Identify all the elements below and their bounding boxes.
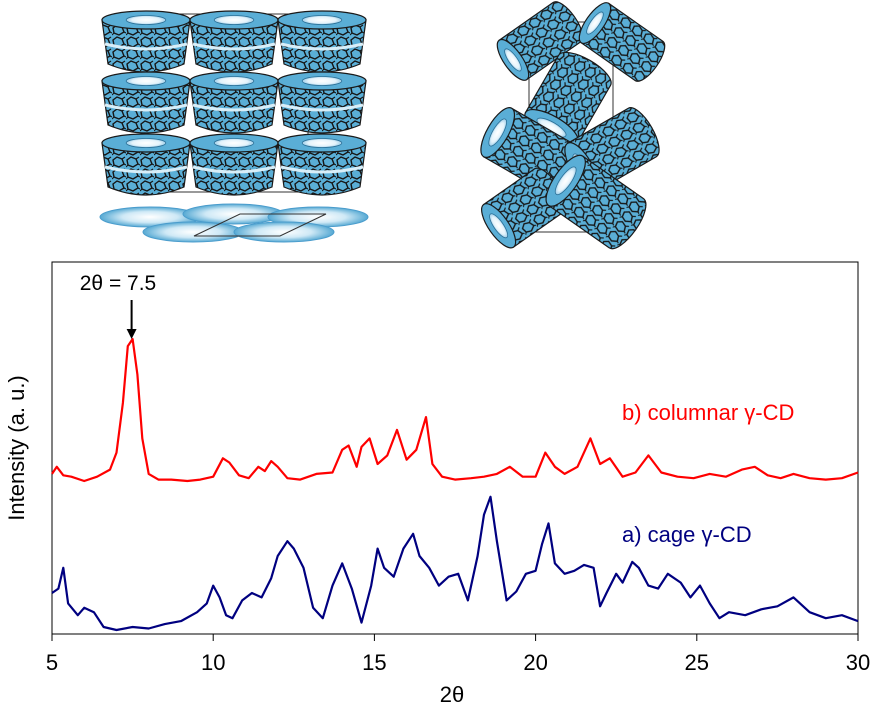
cylinder-cavity <box>489 213 509 239</box>
barrel-cavity <box>125 76 167 86</box>
barrel-body <box>277 142 367 196</box>
cyclodextrin-barrel <box>189 71 279 134</box>
cylinder-cavity <box>488 118 507 147</box>
barrel-body <box>189 80 279 134</box>
peak-annotation-arrow <box>126 300 137 339</box>
x-tick-label: 20 <box>523 650 547 675</box>
barrel-highlight <box>192 103 276 112</box>
barrel-cavity <box>125 15 167 25</box>
barrel-cavity <box>301 76 343 86</box>
x-axis-ticks: 5 10 15 20 25 30 <box>46 634 870 675</box>
barrel-body <box>189 142 279 196</box>
xrd-chart: 5 10 15 20 25 30 Intensity (a. u.) 2θ 2θ = 7.… <box>4 261 870 707</box>
barrel-body <box>101 80 191 134</box>
barrel-body <box>101 142 191 196</box>
x-tick-label: 10 <box>201 650 225 675</box>
series-line-cage <box>51 495 859 632</box>
cylinder-cavity <box>586 11 604 35</box>
barrel-cavity <box>301 15 343 25</box>
cyclodextrin-barrel <box>189 133 279 196</box>
cylinder-cavity <box>554 166 577 196</box>
cylinder-cavity <box>504 48 522 72</box>
barrel-cavity <box>125 138 167 148</box>
x-tick-label: 5 <box>46 650 58 675</box>
barrel-cavity <box>301 138 343 148</box>
cyclodextrin-barrel <box>189 10 279 73</box>
series-label-columnar: b) columnar γ-CD <box>622 400 794 425</box>
barrel-highlight <box>280 103 364 112</box>
barrel-highlight <box>104 103 188 112</box>
peak-annotation-label: 2θ = 7.5 <box>80 272 156 295</box>
barrel-highlight <box>104 165 188 174</box>
barrel-highlight <box>280 42 364 51</box>
y-axis-label: Intensity (a. u.) <box>4 375 29 521</box>
cyclodextrin-barrel <box>277 10 367 73</box>
series-label-cage: a) cage γ-CD <box>622 522 752 547</box>
cyclodextrin-barrel <box>277 71 367 134</box>
cyclodextrin-tilted-top-right <box>578 2 666 82</box>
barrel-highlight <box>104 42 188 51</box>
base-cell-outline <box>193 213 327 237</box>
columnar-packing-illustration <box>99 10 369 243</box>
cyclodextrin-barrel <box>101 71 191 134</box>
plot-frame <box>51 261 859 635</box>
cyclodextrin-barrel <box>101 10 191 73</box>
x-axis-label: 2θ <box>440 682 464 707</box>
series-layer <box>51 337 859 632</box>
barrel-cavity <box>213 76 255 86</box>
barrel-cavity <box>213 138 255 148</box>
x-tick-label: 15 <box>362 650 386 675</box>
x-tick-label: 25 <box>685 650 709 675</box>
x-tick-label: 30 <box>846 650 870 675</box>
barrel-highlight <box>192 42 276 51</box>
cyclodextrin-barrel <box>277 133 367 196</box>
series-line-columnar <box>51 337 859 483</box>
cyclodextrin-disc <box>142 221 244 243</box>
arrow-head <box>126 329 137 339</box>
barrel-highlight <box>192 165 276 174</box>
cyclodextrin-tilted-bottom-right <box>545 154 647 250</box>
barrel-body <box>277 80 367 134</box>
cyclodextrin-disc <box>233 221 335 243</box>
barrel-cavity <box>213 15 255 25</box>
cyclodextrin-barrel <box>101 133 191 196</box>
cyclodextrin-tilted-middle <box>524 51 612 147</box>
barrel-highlight <box>280 165 364 174</box>
cage-packing-illustration <box>480 1 666 250</box>
